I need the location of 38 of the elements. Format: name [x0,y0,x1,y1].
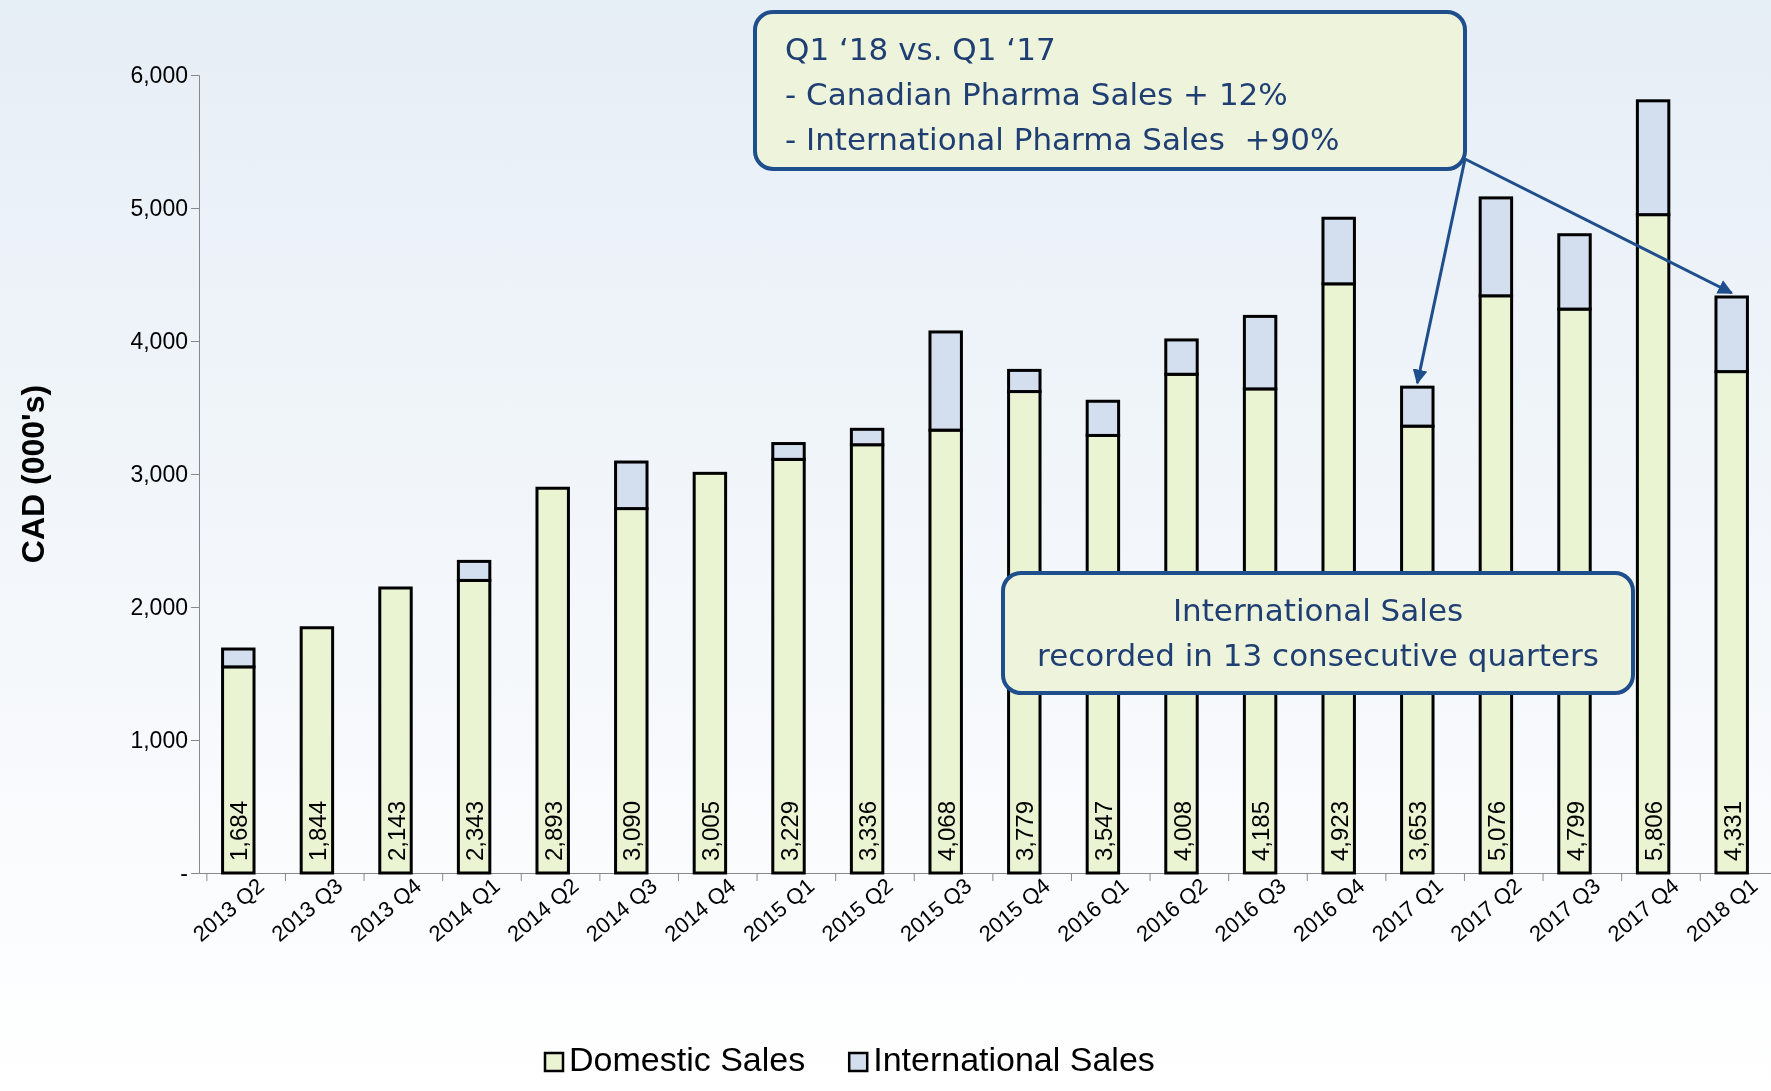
y-tick-label: 3,000 [130,460,188,487]
y-tick-label: - [180,859,188,886]
total-label: 2,143 [382,800,410,861]
total-label: 4,185 [1247,800,1275,861]
total-label: 4,331 [1718,800,1746,861]
legend-label: International Sales [873,1040,1155,1078]
y-axis-title: CAD (000's) [15,384,51,564]
total-label: 2,343 [461,800,489,861]
callout-box: International Sales recorded in 13 consecutive quarters [1001,571,1635,695]
legend-label: Domestic Sales [569,1040,806,1078]
total-label: 3,547 [1089,800,1117,861]
total-label: 1,844 [303,800,331,861]
total-label: 4,799 [1561,800,1589,861]
annotation: Q1 ‘18 vs. Q1 ‘17 - Canadian Pharma Sales + 12% - International Pharma Sales +90% [785,31,1340,157]
total-label: 1,684 [225,800,253,861]
y-tick-label: 2,000 [130,593,188,620]
total-label: 3,336 [854,800,882,861]
total-label: 3,229 [775,800,803,861]
total-label: 3,653 [1404,800,1432,861]
annotation: International Sales recorded in 13 consecutive quarters [1037,592,1599,673]
total-label: 2,893 [539,800,567,861]
total-label: 5,806 [1640,800,1668,861]
total-label: 3,005 [696,800,724,861]
total-label: 4,068 [932,800,960,861]
total-label: 5,076 [1482,800,1510,861]
callout-box: Q1 ‘18 vs. Q1 ‘17 - Canadian Pharma Sales + 12% - International Pharma Sales +90% [753,10,1467,171]
bar [692,471,728,875]
bar [299,626,335,875]
y-tick-label: 1,000 [130,726,188,753]
bar [535,486,570,875]
total-label: 4,923 [1325,800,1353,861]
total-label: 3,090 [618,800,646,861]
y-tick-label: 5,000 [130,194,188,221]
total-label: 4,008 [1168,800,1196,861]
y-tick-label: 4,000 [130,327,188,354]
bar [378,586,413,875]
total-label: 3,779 [1011,800,1039,861]
y-tick-label: 6,000 [130,61,188,88]
